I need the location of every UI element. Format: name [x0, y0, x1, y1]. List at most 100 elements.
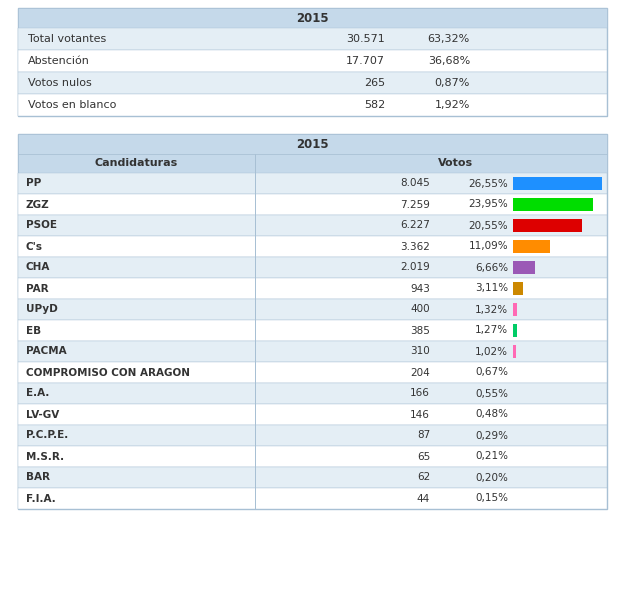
- Text: 310: 310: [410, 346, 430, 356]
- Bar: [18, 8, 607, 28]
- Text: 2015: 2015: [296, 11, 329, 24]
- Text: 0,15%: 0,15%: [475, 494, 508, 503]
- Text: 0,48%: 0,48%: [475, 410, 508, 420]
- Bar: [255, 362, 256, 383]
- Text: 11,09%: 11,09%: [468, 242, 508, 251]
- Bar: [18, 194, 607, 215]
- Text: Abstención: Abstención: [28, 56, 90, 66]
- Bar: [18, 488, 607, 509]
- Text: 30.571: 30.571: [346, 34, 385, 44]
- Text: 2015: 2015: [296, 137, 329, 150]
- Text: 7.259: 7.259: [400, 199, 430, 210]
- Text: LV-GV: LV-GV: [26, 410, 59, 420]
- Bar: [18, 94, 607, 116]
- Bar: [255, 257, 256, 278]
- Text: C's: C's: [26, 242, 43, 251]
- Bar: [513, 198, 593, 211]
- Bar: [255, 404, 256, 425]
- Text: 44: 44: [417, 494, 430, 503]
- Text: 400: 400: [411, 304, 430, 315]
- Bar: [18, 173, 607, 194]
- Text: Votos nulos: Votos nulos: [28, 78, 92, 88]
- Text: 3,11%: 3,11%: [475, 284, 508, 294]
- Bar: [18, 257, 607, 278]
- Bar: [255, 215, 256, 236]
- Text: 0,87%: 0,87%: [434, 78, 470, 88]
- Text: 62: 62: [417, 472, 430, 482]
- Text: 582: 582: [364, 100, 385, 110]
- Text: 26,55%: 26,55%: [468, 179, 508, 189]
- Bar: [18, 215, 607, 236]
- Text: 65: 65: [417, 451, 430, 461]
- Text: EB: EB: [26, 325, 41, 336]
- Bar: [255, 194, 256, 215]
- Text: BAR: BAR: [26, 472, 50, 482]
- Text: P.C.P.E.: P.C.P.E.: [26, 430, 68, 441]
- Bar: [18, 154, 607, 173]
- Text: PP: PP: [26, 179, 41, 189]
- Text: PSOE: PSOE: [26, 220, 57, 230]
- Bar: [18, 467, 607, 488]
- Bar: [18, 383, 607, 404]
- Text: Votos: Votos: [439, 158, 474, 168]
- Text: 1,27%: 1,27%: [475, 325, 508, 336]
- Text: 20,55%: 20,55%: [468, 220, 508, 230]
- Bar: [18, 362, 607, 383]
- Bar: [513, 282, 523, 294]
- Text: 166: 166: [410, 389, 430, 399]
- Text: M.S.R.: M.S.R.: [26, 451, 64, 461]
- Bar: [18, 404, 607, 425]
- Bar: [18, 134, 607, 509]
- Bar: [255, 383, 256, 404]
- Text: 0,55%: 0,55%: [475, 389, 508, 399]
- Text: UPyD: UPyD: [26, 304, 58, 315]
- Text: 3.362: 3.362: [400, 242, 430, 251]
- Text: 146: 146: [410, 410, 430, 420]
- Bar: [18, 236, 607, 257]
- Text: 8.045: 8.045: [400, 179, 430, 189]
- Text: COMPROMISO CON ARAGON: COMPROMISO CON ARAGON: [26, 368, 190, 377]
- Text: 36,68%: 36,68%: [428, 56, 470, 66]
- Bar: [18, 50, 607, 72]
- Bar: [18, 341, 607, 362]
- Text: F.I.A.: F.I.A.: [26, 494, 56, 503]
- Bar: [255, 488, 256, 509]
- Bar: [255, 425, 256, 446]
- Bar: [513, 177, 602, 190]
- Bar: [18, 278, 607, 299]
- Text: 0,67%: 0,67%: [475, 368, 508, 377]
- Text: 23,95%: 23,95%: [468, 199, 508, 210]
- Text: ZGZ: ZGZ: [26, 199, 50, 210]
- Text: PAR: PAR: [26, 284, 49, 294]
- Bar: [513, 324, 518, 337]
- Text: 0,20%: 0,20%: [475, 472, 508, 482]
- Text: CHA: CHA: [26, 263, 51, 272]
- Bar: [18, 299, 607, 320]
- Text: Candidaturas: Candidaturas: [95, 158, 178, 168]
- Bar: [18, 425, 607, 446]
- Text: 6.227: 6.227: [400, 220, 430, 230]
- Text: 63,32%: 63,32%: [428, 34, 470, 44]
- Text: E.A.: E.A.: [26, 389, 49, 399]
- Bar: [255, 299, 256, 320]
- Bar: [255, 173, 256, 194]
- Bar: [513, 303, 518, 316]
- Text: 385: 385: [410, 325, 430, 336]
- Bar: [18, 446, 607, 467]
- Text: 0,21%: 0,21%: [475, 451, 508, 461]
- Text: 0,29%: 0,29%: [475, 430, 508, 441]
- Text: Total votantes: Total votantes: [28, 34, 106, 44]
- Text: 943: 943: [410, 284, 430, 294]
- Bar: [513, 261, 536, 273]
- Bar: [255, 278, 256, 299]
- Bar: [255, 236, 256, 257]
- Text: 6,66%: 6,66%: [475, 263, 508, 272]
- Text: PACMA: PACMA: [26, 346, 67, 356]
- Text: 265: 265: [364, 78, 385, 88]
- Text: Votos en blanco: Votos en blanco: [28, 100, 116, 110]
- Text: 17.707: 17.707: [346, 56, 385, 66]
- Text: 2.019: 2.019: [400, 263, 430, 272]
- Bar: [255, 467, 256, 488]
- Text: 204: 204: [410, 368, 430, 377]
- Bar: [255, 341, 256, 362]
